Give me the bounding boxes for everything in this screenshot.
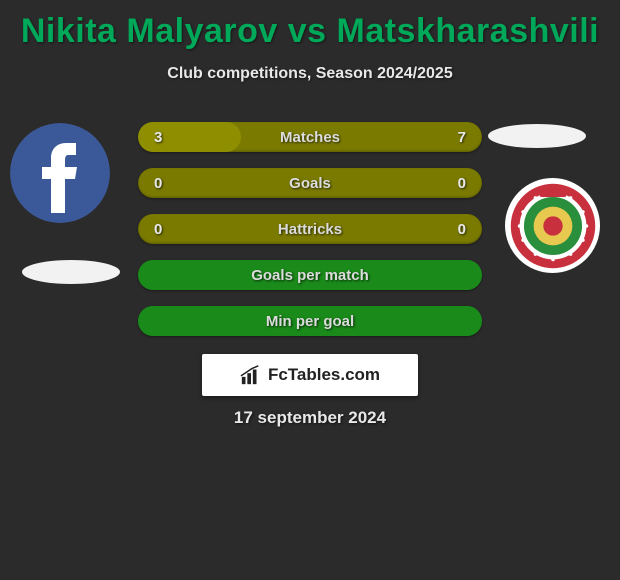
stats-container: 3 Matches 7 0 Goals 0 0 Hattricks 0 Goal… [138, 122, 482, 352]
stat-label: Goals [289, 175, 331, 192]
logo-text: FcTables.com [268, 365, 380, 385]
stat-label: Matches [280, 129, 340, 146]
stat-row-hattricks: 0 Hattricks 0 [138, 214, 482, 244]
stat-label: Min per goal [266, 313, 354, 330]
stat-row-mpg: Min per goal [138, 306, 482, 336]
subtitle: Club competitions, Season 2024/2025 [0, 65, 620, 83]
chart-bars-icon [240, 364, 262, 386]
club-badge-right [488, 124, 586, 148]
page-title: Nikita Malyarov vs Matskharashvili [0, 0, 620, 51]
stat-label: Hattricks [278, 221, 342, 238]
fctables-logo: FcTables.com [202, 354, 418, 396]
ufa-crest-icon [509, 182, 597, 270]
stat-row-gpm: Goals per match [138, 260, 482, 290]
stat-row-goals: 0 Goals 0 [138, 168, 482, 198]
player-left-avatar [10, 123, 110, 223]
date-text: 17 september 2024 [234, 408, 386, 428]
club-badge-left [22, 260, 120, 284]
facebook-icon [10, 123, 110, 223]
stat-right-value: 7 [458, 129, 466, 146]
stat-label: Goals per match [251, 267, 369, 284]
stat-left-value: 3 [154, 129, 162, 146]
stat-left-value: 0 [154, 221, 162, 238]
player-right-avatar [505, 178, 600, 273]
stat-right-value: 0 [458, 221, 466, 238]
stat-left-value: 0 [154, 175, 162, 192]
stat-row-matches: 3 Matches 7 [138, 122, 482, 152]
stat-right-value: 0 [458, 175, 466, 192]
